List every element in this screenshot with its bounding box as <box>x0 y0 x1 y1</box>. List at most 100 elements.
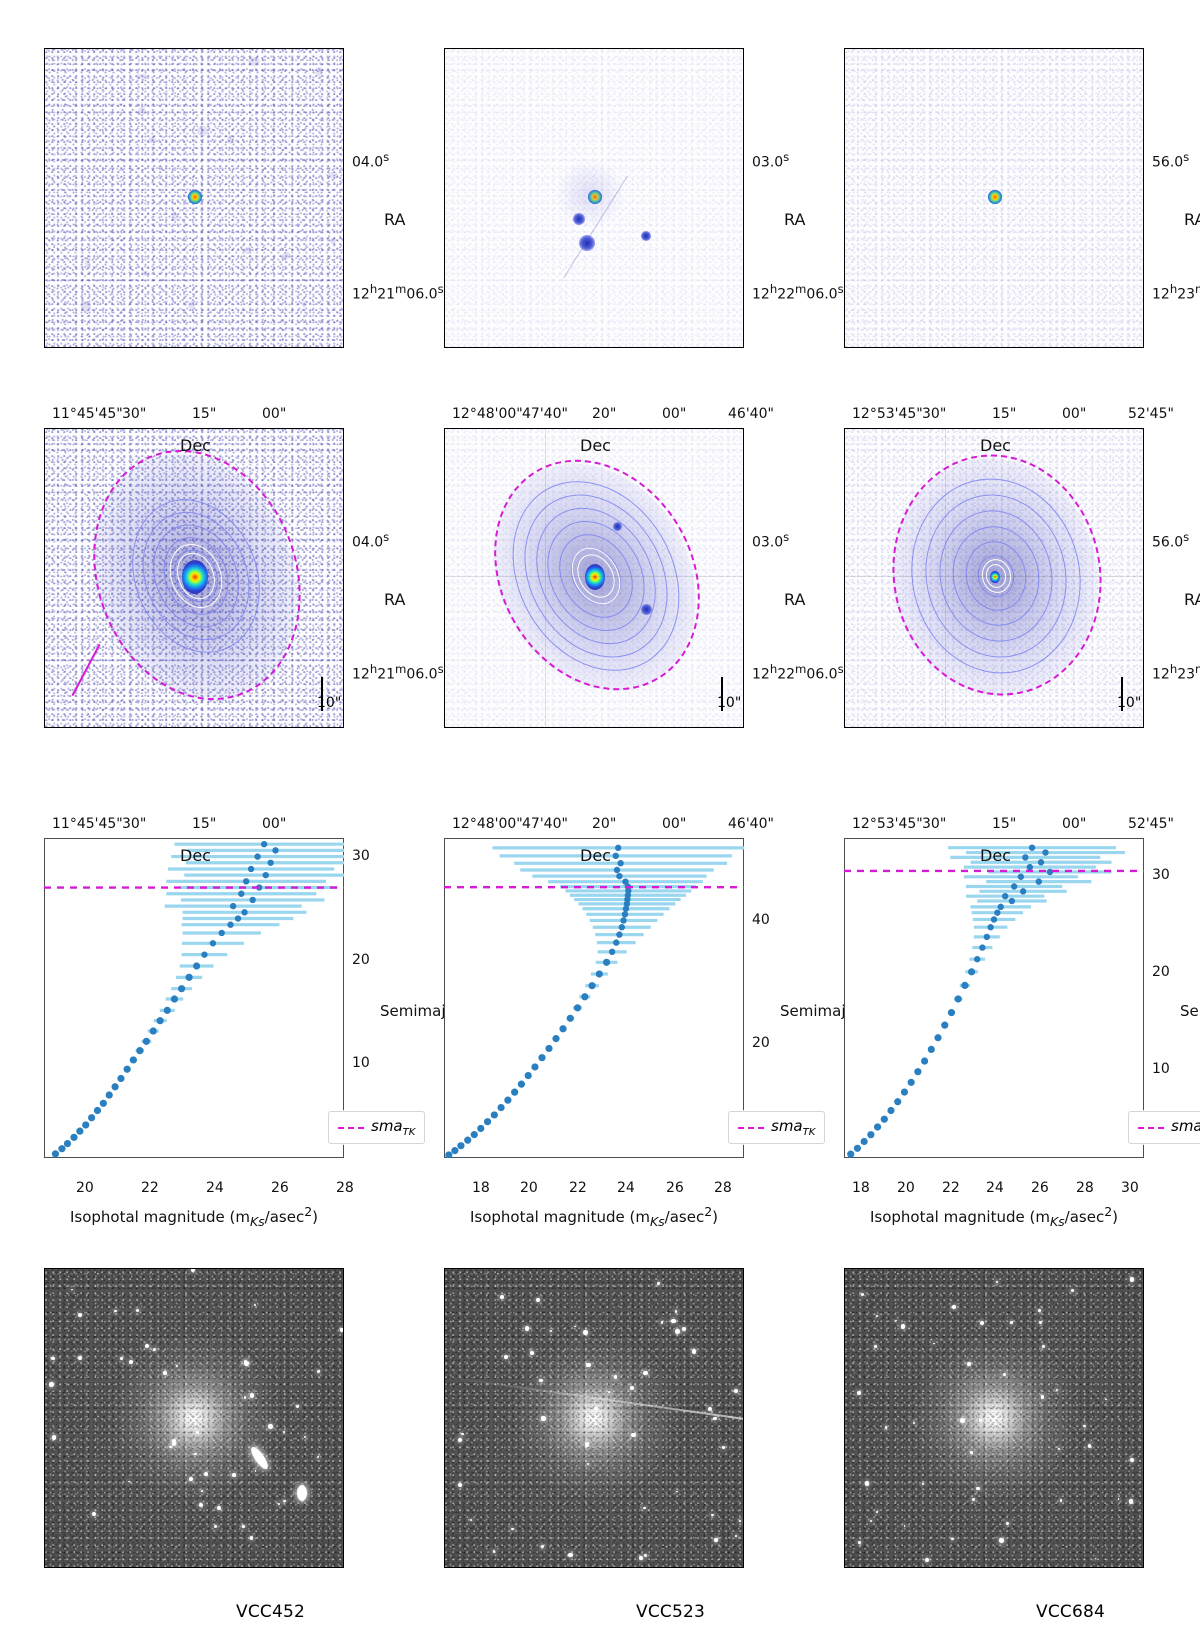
field-star <box>674 1329 680 1334</box>
profile-series <box>444 844 744 1158</box>
stamp-label-vcc452: VCC452 <box>236 1602 306 1622</box>
field-star <box>631 1432 636 1438</box>
stamp-noise <box>845 1269 1143 1567</box>
field-star <box>960 1418 965 1423</box>
dec-tick-label: 47'40" <box>522 406 568 422</box>
x-axis-label: Semimajor Axis (asec) <box>1180 1002 1200 1020</box>
field-star <box>51 1435 57 1440</box>
y-tick-label: 24 <box>206 1180 224 1196</box>
x-tick-label: 30 <box>352 848 370 865</box>
grid-line-h <box>545 428 546 727</box>
field-star <box>884 1426 888 1429</box>
noise-clump <box>243 246 252 254</box>
field-star <box>268 1424 273 1429</box>
y-tick-label: 30 <box>1120 1180 1139 1196</box>
noise-clump <box>170 211 178 222</box>
field-star <box>966 1362 971 1366</box>
y-tick-label: 24 <box>986 1180 1005 1196</box>
field-star <box>163 1371 167 1375</box>
field-star <box>1010 1320 1014 1324</box>
y-tick-label: 28 <box>1075 1180 1094 1196</box>
x-tick-label: 20 <box>352 951 370 968</box>
dec-tick-label: 30" <box>122 406 147 422</box>
field-star <box>492 1550 496 1553</box>
field-star <box>242 1525 245 1528</box>
dec-tick-label: 00" <box>1062 406 1087 422</box>
noise-clump <box>282 251 292 259</box>
y-axis-label-close: ) <box>312 1208 319 1226</box>
legend-dash-swatch <box>1138 1126 1164 1129</box>
galaxy-row-vcc684: VCC684 smaTK 10 20 30 Semimajor Axis (asec) 18… <box>800 0 1200 1628</box>
legend-label-text: sma <box>371 1117 403 1135</box>
stamp-label-vcc684: VCC684 <box>1036 1602 1106 1622</box>
field-star <box>586 1362 591 1368</box>
field-star <box>999 1538 1004 1543</box>
field-star <box>643 1506 646 1509</box>
noise-clump <box>315 66 323 77</box>
dec-tick-label: 20" <box>592 816 617 832</box>
field-star <box>153 1347 157 1351</box>
y-tick-label: 28 <box>336 1180 355 1196</box>
ra-tick-label: 56.0s <box>1152 530 1190 551</box>
x-tick-label: 20 <box>752 1034 770 1051</box>
noise-clump <box>80 300 92 312</box>
y-tick-label: 26 <box>1031 1180 1049 1196</box>
field-star <box>303 1435 306 1438</box>
noise-clump <box>84 257 89 269</box>
dec-tick-label: 15" <box>992 406 1017 422</box>
field-star <box>1037 1309 1041 1313</box>
galaxy-core <box>181 560 209 594</box>
field-star <box>1129 1277 1135 1282</box>
dec-tick-label: 12°53'45" <box>852 406 923 422</box>
y-tick-label: 20 <box>896 1180 915 1196</box>
galaxy-core <box>584 564 606 590</box>
field-star <box>951 1537 954 1540</box>
dec-tick-label: 15" <box>192 816 217 832</box>
y-axis-label-subscript: Ks <box>649 1214 665 1229</box>
y-axis-label-subscript: Ks <box>1049 1214 1065 1229</box>
x-tick-label: 10 <box>1152 1061 1170 1078</box>
y-axis-label-close: ) <box>1112 1208 1119 1226</box>
residual-core <box>188 190 202 204</box>
x-tick-label: 30 <box>1152 867 1170 884</box>
scale-bar-label: 10" <box>317 695 342 711</box>
dec-axis-label: Dec <box>580 846 611 865</box>
field-star <box>250 1393 255 1398</box>
field-star <box>249 1536 253 1540</box>
foreground-source <box>641 604 652 615</box>
y-tick-label: 22 <box>140 1180 159 1196</box>
field-star <box>713 1416 717 1421</box>
y-tick-label: 22 <box>568 1180 587 1196</box>
field-star <box>457 1482 462 1488</box>
field-star <box>671 1319 676 1324</box>
field-star <box>976 1486 980 1491</box>
y-tick-label: 18 <box>472 1180 490 1196</box>
ra-tick-label: 04.0s <box>352 530 390 551</box>
y-axis-label-tail: /asec <box>1064 1208 1105 1226</box>
legend-label-text: sma <box>771 1117 803 1135</box>
sky-panel-residual-vcc684 <box>844 48 1144 348</box>
companion-blob <box>297 1485 307 1501</box>
profile-plot-vcc452: smaTK <box>44 838 426 1158</box>
field-star <box>316 1369 320 1373</box>
dec-axis-label: Dec <box>580 436 611 455</box>
dec-tick-label: 15" <box>992 816 1017 832</box>
dec-tick-label: 20" <box>592 406 617 422</box>
y-axis-label-tail: /asec <box>664 1208 705 1226</box>
field-star <box>874 1345 877 1348</box>
field-star <box>1088 1444 1092 1448</box>
dec-tick-label: 12°53'45" <box>852 816 923 832</box>
field-star <box>524 1326 530 1331</box>
noise-clump <box>141 270 150 276</box>
y-axis-label-tail: /asec <box>264 1208 305 1226</box>
y-axis-label-main: Isophotal magnitude (m <box>69 1208 250 1226</box>
profile-legend: smaTK <box>1128 1111 1200 1144</box>
dec-axis-label: Dec <box>980 436 1011 455</box>
field-star <box>91 1511 96 1516</box>
field-star <box>530 1350 534 1355</box>
ra-axis-label: RA <box>1184 210 1200 229</box>
dec-tick-label: 30" <box>122 816 147 832</box>
